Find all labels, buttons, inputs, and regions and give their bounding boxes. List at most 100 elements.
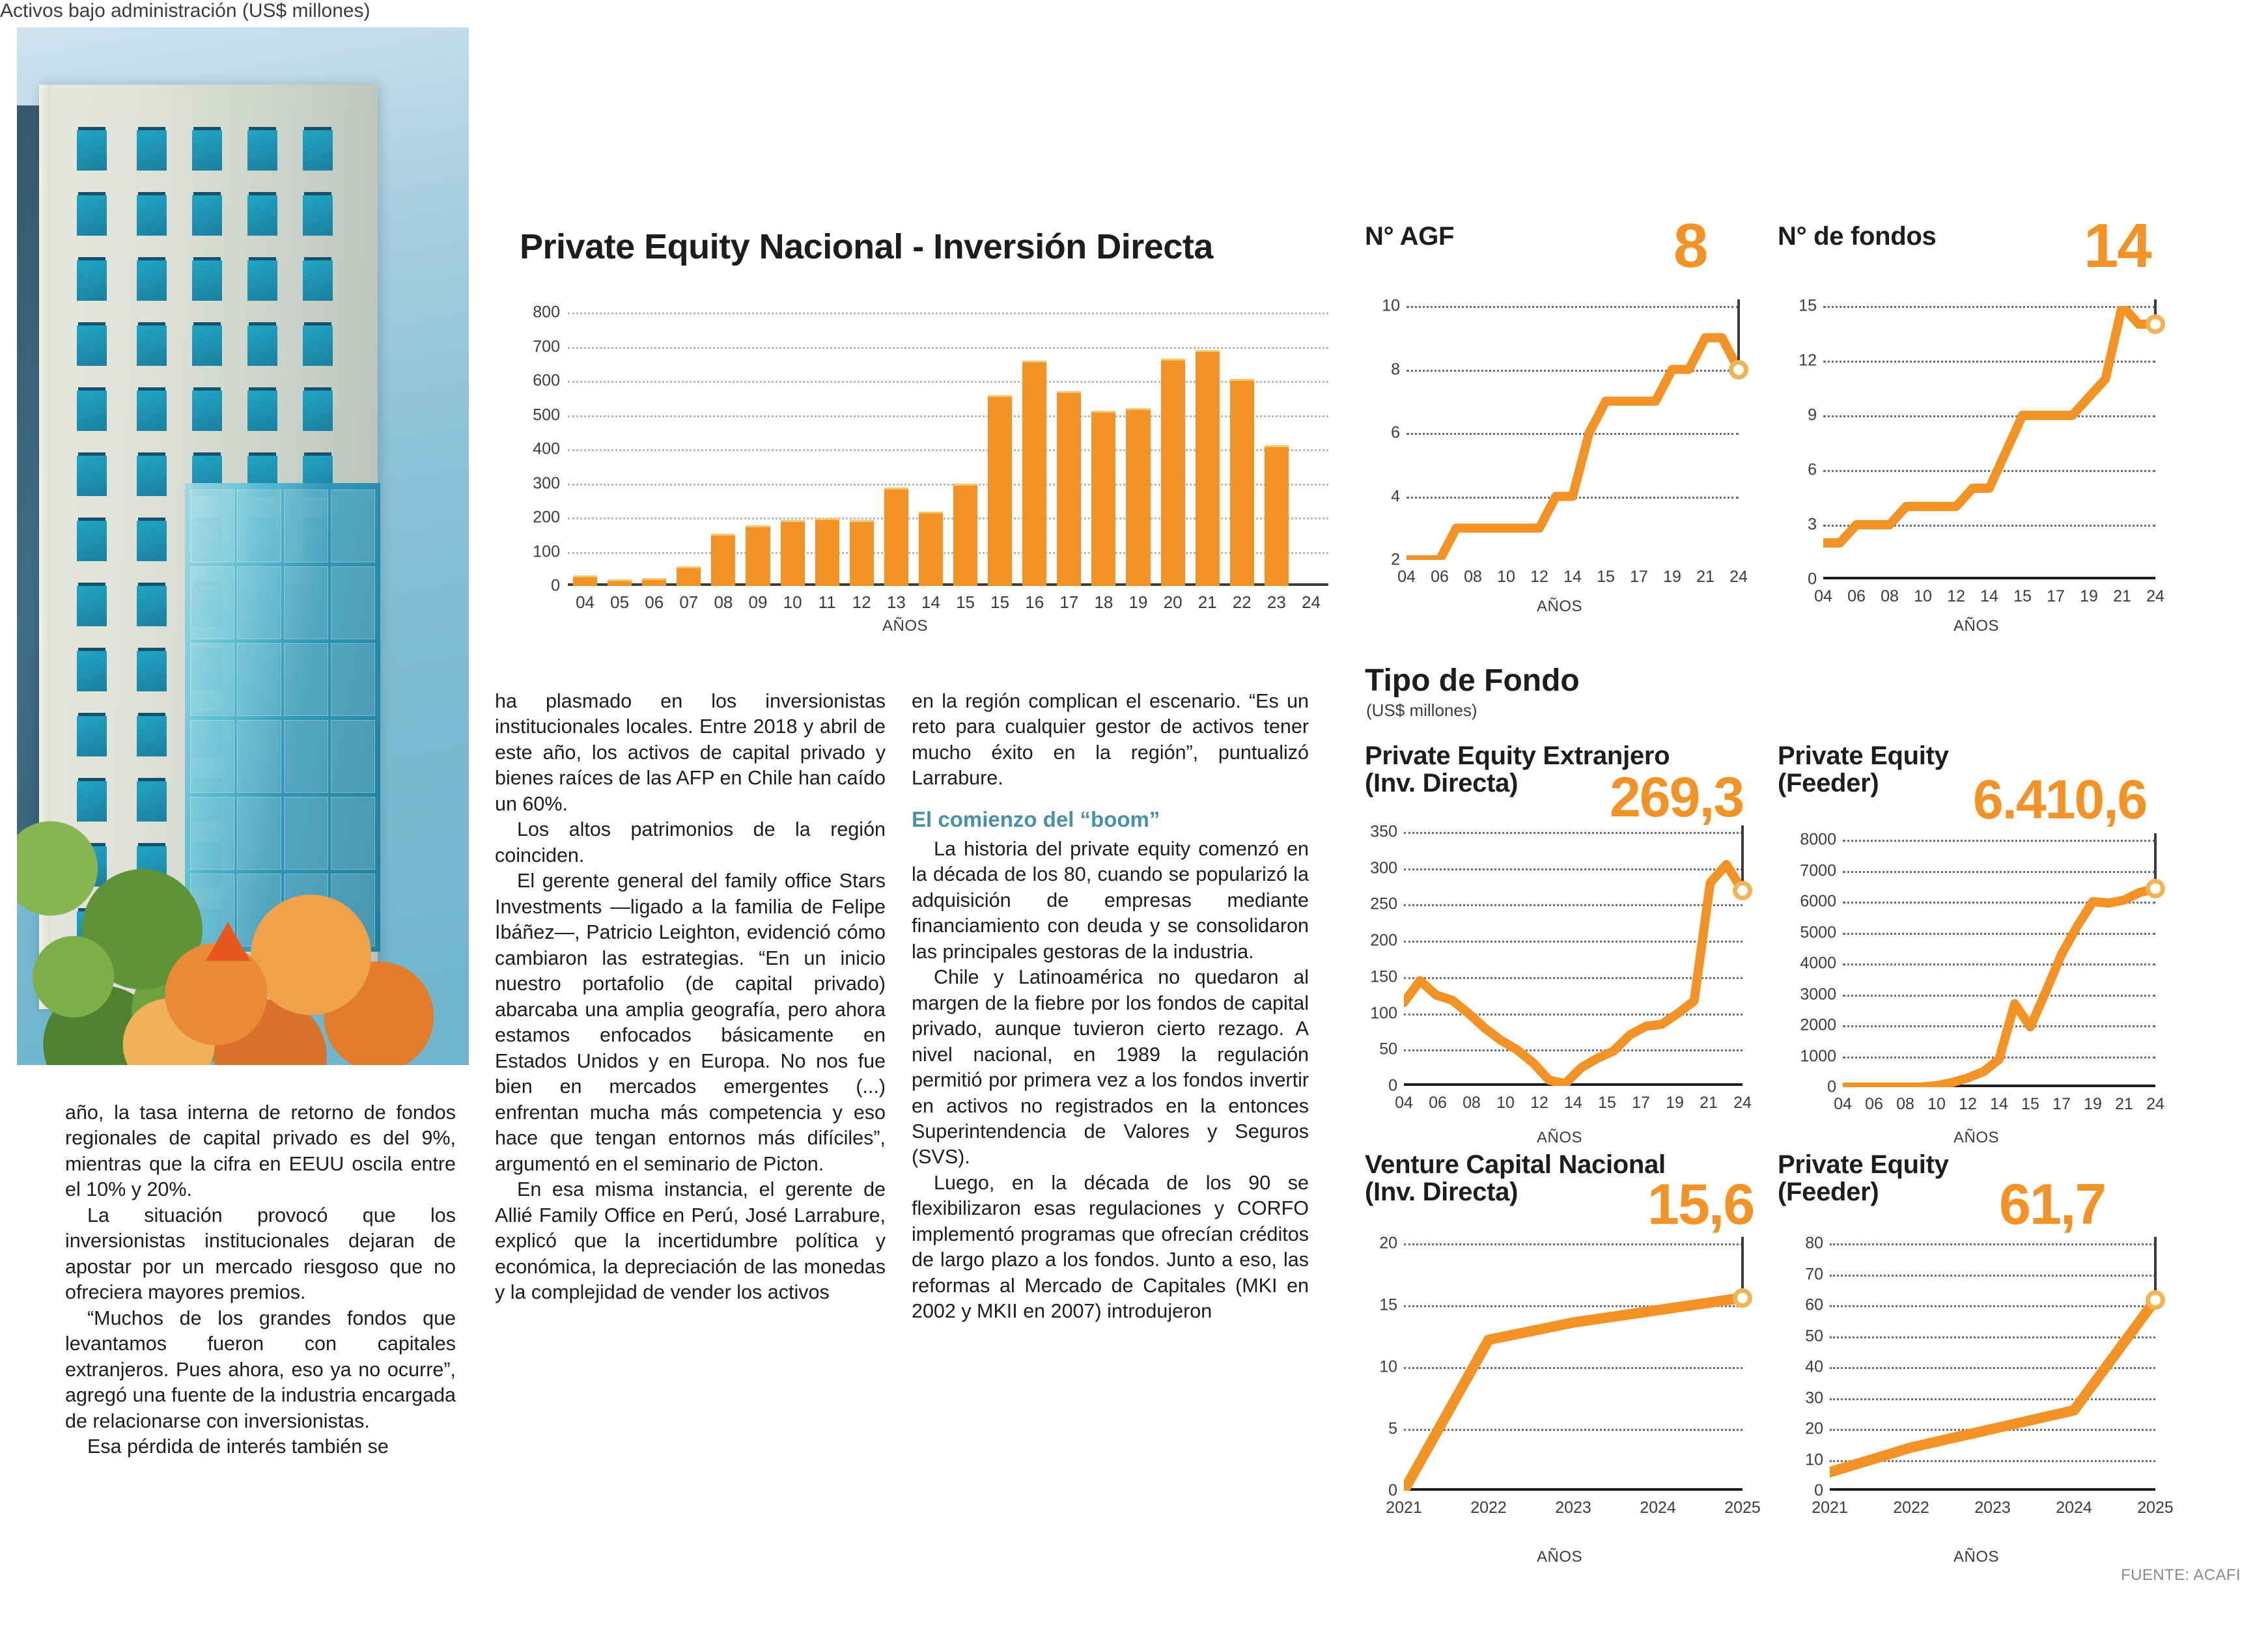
panel-fondos-axis-caption: AÑOS (1953, 617, 2000, 635)
panel-agf-value: 8 (1673, 211, 1708, 281)
article-paragraph: La historia del private equity comenzó e… (912, 837, 1309, 963)
panel-vc-nacional: Venture Capital Nacional (Inv. Directa) (1365, 1151, 1666, 1206)
x-axis-tick: 2023 (1974, 1499, 2011, 1517)
y-axis-tick: 7000 (1800, 861, 1836, 879)
value-leader-line (1737, 299, 1740, 370)
x-axis-tick: 14 (921, 592, 940, 612)
x-axis-tick: 10 (1914, 587, 1932, 605)
y-axis-tick: 10 (1379, 1357, 1397, 1376)
x-axis-tick: 21 (2115, 1095, 2133, 1113)
building-window (77, 651, 107, 691)
x-axis-tick: 14 (1563, 568, 1582, 586)
x-axis-tick: 16 (1025, 592, 1044, 612)
x-axis-tick: 14 (1980, 587, 1998, 605)
gridline (1843, 902, 2155, 904)
y-axis-tick: 2 (1391, 550, 1400, 569)
glass-pane (331, 720, 375, 793)
building-window (303, 391, 333, 431)
x-axis-tick: 17 (1059, 592, 1079, 612)
y-axis-tick: 100 (1370, 1004, 1397, 1023)
x-axis-tick: 2023 (1555, 1499, 1591, 1517)
gridline (1843, 840, 2155, 842)
x-axis-tick: 06 (1431, 568, 1449, 586)
gridline (1823, 525, 2155, 527)
y-axis-tick: 3000 (1800, 985, 1836, 1003)
panel-vc-nacional-plot: 0 5 10 15 20 2021 2022 2023 2024 2025 (1379, 1234, 1761, 1517)
building-window (303, 195, 333, 236)
y-axis-tick: 40 (1805, 1357, 1823, 1376)
glass-pane (237, 643, 281, 716)
x-axis-tick: 24 (2146, 587, 2164, 605)
x-axis-line (1843, 1085, 2155, 1087)
value-leader-line (1741, 825, 1744, 891)
x-axis-tick: 14 (1564, 1094, 1582, 1112)
y-axis-tick: 10 (1805, 1450, 1823, 1469)
article-paragraph: Chile y Latinoamérica no quedaron al mar… (912, 966, 1309, 1169)
series-line (1830, 1294, 2155, 1478)
article-column-1: año, la tasa interna de retorno de fondo… (65, 1100, 456, 1460)
building-window (77, 130, 107, 171)
y-axis-tick: 50 (1805, 1327, 1823, 1345)
panel-pe-feeder-top-title-l1: Private Equity (1778, 741, 1949, 770)
building-window (137, 456, 167, 496)
y-axis-tick: 8000 (1800, 830, 1836, 849)
gridline (1830, 1243, 2155, 1245)
main-chart-subtitle: Activos bajo administración (US$ millone… (0, 0, 371, 21)
x-axis-tick: 15 (1598, 1094, 1616, 1112)
panel-pe-feeder-top: Private Equity (Feeder) (1778, 742, 1949, 797)
y-axis-tick: 200 (1370, 931, 1397, 950)
panel-agf-plot: 2 4 6 8 10 04 06 08 10 12 14 15 17 19 21 24 (1382, 297, 1748, 586)
x-axis-tick: 20 (1163, 592, 1183, 612)
panel-pe-feeder-top-title-l2: (Feeder) (1778, 769, 1879, 798)
panel-vc-nacional-axis-caption: AÑOS (1537, 1548, 1583, 1566)
gridline (1843, 870, 2155, 873)
building-window (137, 325, 167, 366)
building-window (303, 325, 333, 366)
y-axis-tick: 500 (533, 406, 560, 424)
y-axis-tick: 6 (1391, 423, 1400, 442)
y-axis-tick: 0 (1814, 1481, 1823, 1500)
building-window (77, 456, 107, 496)
x-axis-tick: 2025 (1724, 1499, 1761, 1517)
article-paragraph: El gerente general del family office Sta… (495, 870, 886, 1175)
x-axis-tick: 05 (610, 592, 630, 612)
x-axis-tick: 04 (1397, 568, 1416, 586)
bar (677, 566, 701, 586)
glass-pane (284, 490, 328, 562)
panel-pe-feeder-bottom-title-l2: (Feeder) (1778, 1178, 1879, 1207)
value-leader-line (1741, 1237, 1744, 1298)
x-axis-tick: 17 (1630, 568, 1648, 586)
x-axis-tick: 24 (2146, 1095, 2164, 1113)
building-window (77, 391, 107, 431)
y-axis-tick: 10 (1382, 296, 1400, 315)
x-axis-tick: 10 (1497, 568, 1515, 586)
x-axis-tick: 10 (783, 592, 802, 612)
gridline (568, 346, 1328, 349)
x-axis-tick: 22 (1232, 592, 1252, 612)
tipo-de-fondo-title: Tipo de Fondo (1365, 663, 1580, 698)
y-axis-tick: 0 (1388, 1481, 1397, 1500)
building-window (137, 260, 167, 301)
article-paragraph: La situación provocó que los inversionis… (65, 1204, 456, 1304)
panel-agf-title: N° AGF (1365, 222, 1455, 251)
y-axis-tick: 0 (1827, 1077, 1836, 1096)
building-window (77, 521, 107, 561)
panel-agf-axis-caption: AÑOS (1537, 598, 1583, 615)
gridline (1407, 433, 1739, 435)
bar-chart-plot-area: 0 100 200 300 400 500 600 700 800 04 05 06 07 08 09 10 1… (533, 303, 1328, 612)
x-axis-line (1404, 1083, 1743, 1086)
building-window (77, 195, 107, 236)
article-subheading: El comienzo del “boom” (912, 807, 1160, 831)
bar (1022, 360, 1047, 586)
gridline (1823, 470, 2155, 472)
glass-pane (331, 566, 375, 639)
gridline (1843, 963, 2155, 965)
x-axis-tick: 2022 (1470, 1499, 1507, 1517)
y-axis-tick: 150 (1370, 967, 1397, 986)
x-axis-tick: 2024 (2056, 1499, 2092, 1517)
x-axis-tick: 09 (748, 592, 768, 612)
end-point-marker (1733, 880, 1752, 900)
x-axis-tick: 23 (1267, 592, 1286, 612)
x-axis-tick: 08 (1896, 1095, 1914, 1113)
bar (1091, 411, 1116, 586)
